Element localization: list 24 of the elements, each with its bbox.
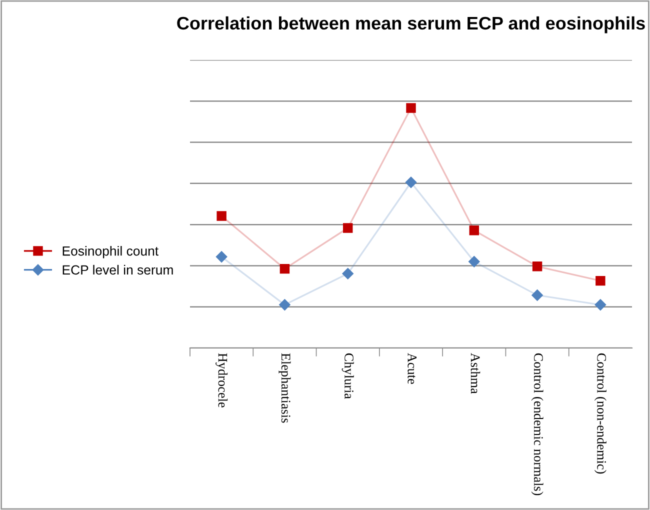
point — [469, 226, 480, 236]
x-tick-label: Control (non-endemic) — [594, 353, 606, 474]
legend-label: Eosinophil count — [62, 246, 158, 258]
point — [280, 264, 290, 274]
point — [405, 176, 417, 188]
point — [279, 299, 290, 310]
x-tick-label: Control (endemic normals) — [531, 353, 544, 496]
x-tick-label: Asthma — [470, 352, 480, 394]
point — [342, 268, 354, 280]
chart-title: Correlation between mean serum ECP and eosinophils — [177, 16, 645, 34]
point — [216, 251, 228, 262]
point — [532, 262, 542, 272]
point — [216, 211, 226, 221]
x-tick-label: Chyluria — [342, 353, 354, 399]
x-tick-label: Elephantiasis — [278, 353, 291, 423]
x-tick-label: Acute — [408, 352, 417, 384]
point — [342, 223, 353, 233]
point — [594, 299, 606, 310]
legend-label: ECP level in serum — [62, 264, 173, 275]
x-tick-label: Hydrocele — [216, 353, 228, 408]
point — [532, 290, 543, 301]
point — [468, 256, 480, 268]
point — [596, 276, 606, 286]
point — [406, 103, 416, 113]
